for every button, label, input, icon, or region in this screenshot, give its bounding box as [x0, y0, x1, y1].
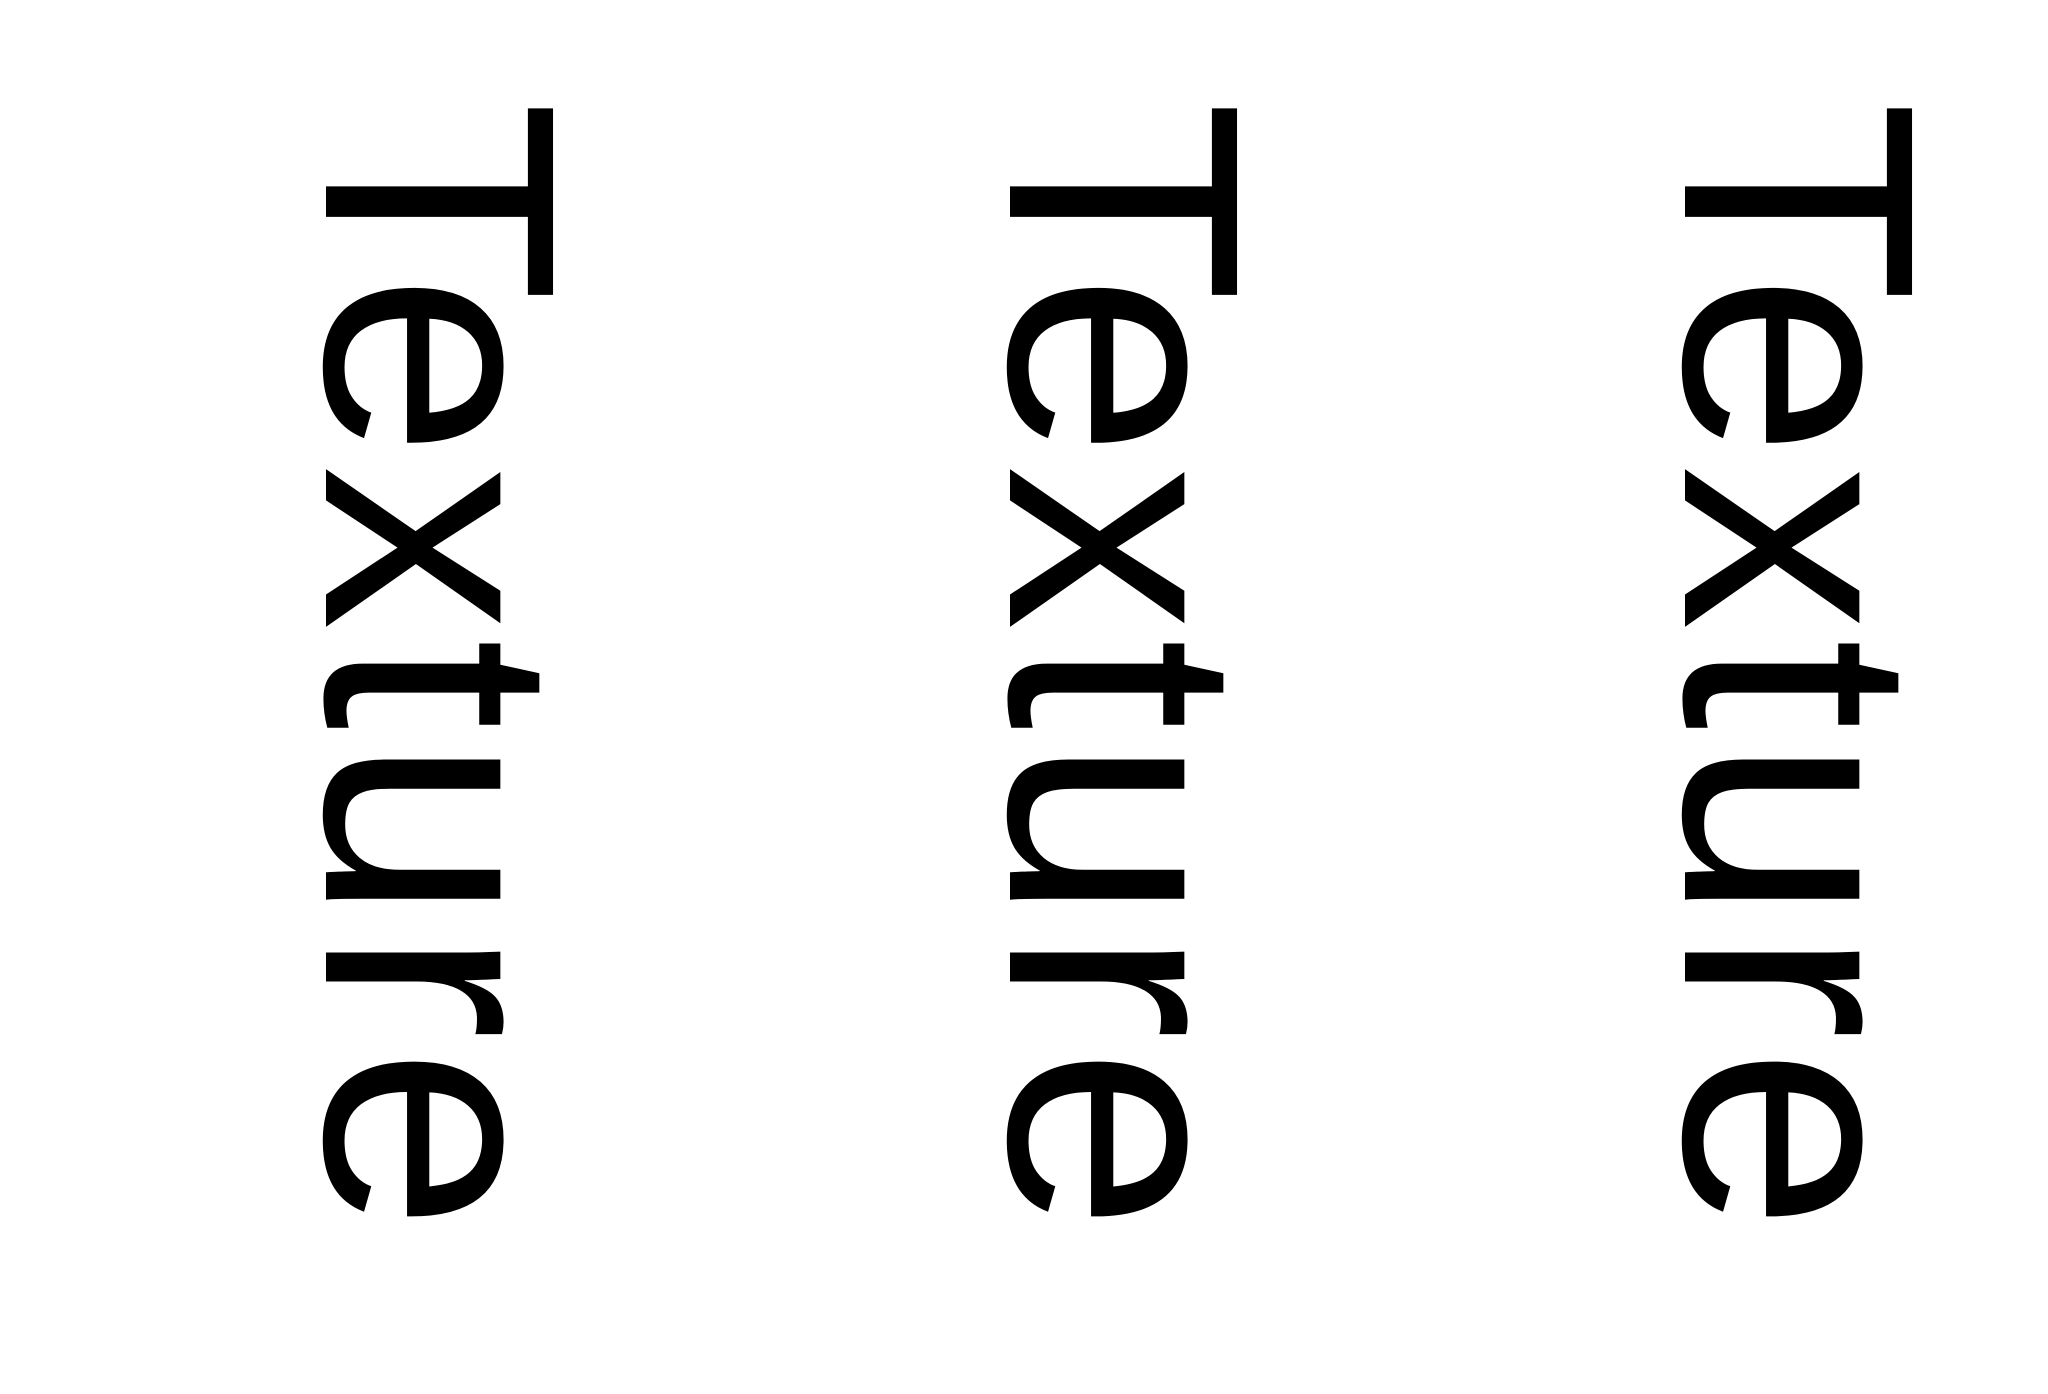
rotated-label-left: Texture [280, 40, 600, 1300]
rotated-label-middle: Texture [964, 40, 1284, 1300]
label-text: Texture [1639, 100, 1959, 1240]
label-text: Texture [964, 100, 1284, 1240]
rotated-label-right: Texture [1639, 40, 1959, 1300]
label-text: Texture [280, 100, 600, 1240]
